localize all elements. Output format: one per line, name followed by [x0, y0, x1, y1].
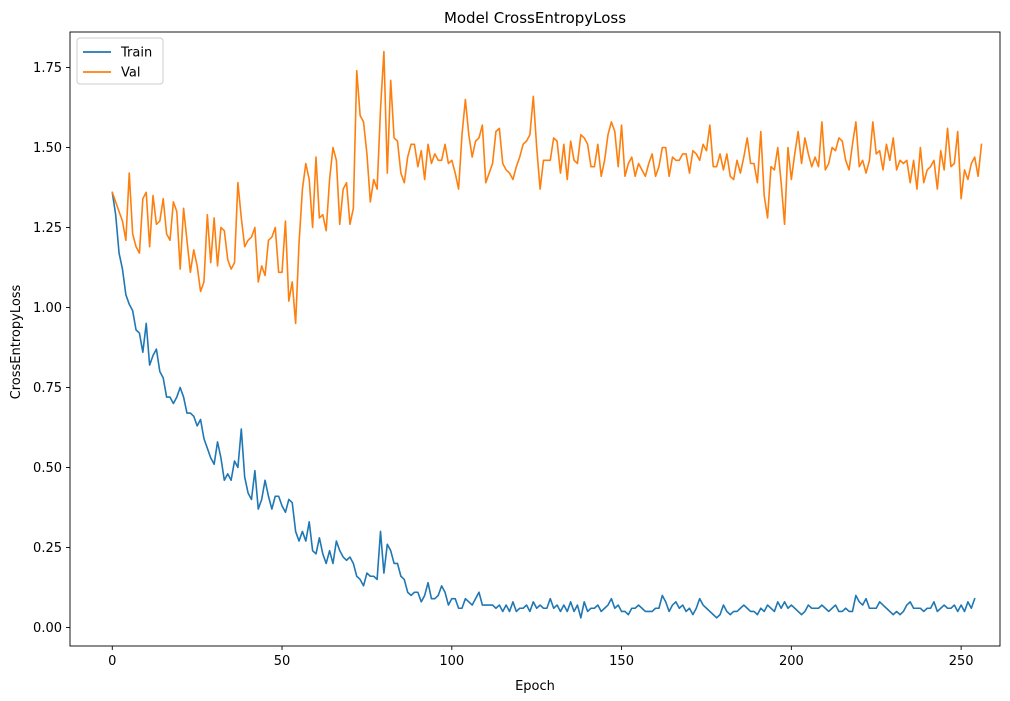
y-tick-label: 1.75	[33, 61, 62, 76]
legend: Train Val	[76, 37, 164, 85]
x-tick-label: 150	[609, 654, 634, 669]
y-tick-label: 1.50	[33, 141, 62, 156]
plot-area: 0 50 100 150 200 250 0.00 0.25 0.50 0.75 1.00 1.25 1…	[33, 31, 1001, 669]
y-tick-label: 0.75	[33, 381, 62, 396]
x-tick-label: 250	[949, 654, 974, 669]
y-tick-label: 0.50	[33, 461, 62, 476]
legend-label-train: Train	[120, 46, 152, 61]
y-tick-label: 0.25	[33, 541, 62, 556]
x-tick-label: 100	[439, 654, 464, 669]
series-line-train	[111, 191, 976, 619]
chart-title: Model CrossEntropyLoss	[444, 9, 626, 27]
series-line-val	[111, 50, 983, 325]
y-tick-label: 1.00	[33, 301, 62, 316]
legend-label-val: Val	[121, 66, 140, 81]
y-tick-label: 1.25	[33, 221, 62, 236]
y-axis-label: CrossEntropyLoss	[9, 284, 24, 399]
x-tick-label: 50	[274, 654, 291, 669]
plot-frame	[69, 31, 1001, 647]
x-tick-label: 200	[779, 654, 804, 669]
x-axis-label: Epoch	[515, 679, 555, 694]
y-tick-label: 0.00	[33, 621, 62, 636]
x-tick-label: 0	[108, 654, 116, 669]
